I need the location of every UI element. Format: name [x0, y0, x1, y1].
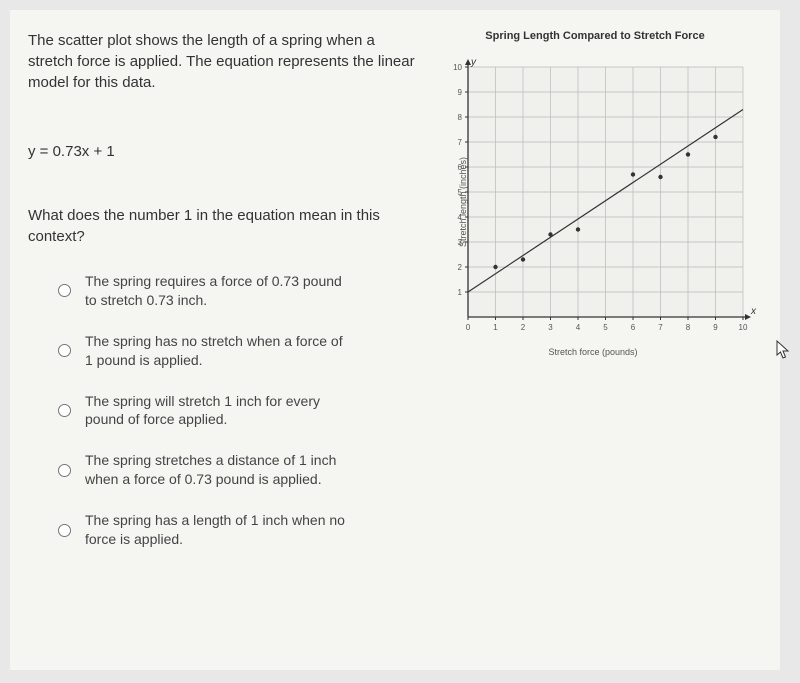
svg-text:x: x [750, 306, 757, 317]
option-2[interactable]: The spring will stretch 1 inch for every… [58, 392, 418, 430]
svg-text:2: 2 [521, 323, 526, 332]
y-axis-label: Stretch length (inches) [458, 157, 468, 247]
radio-0[interactable] [58, 284, 71, 297]
svg-text:5: 5 [603, 323, 608, 332]
svg-text:y: y [470, 57, 477, 68]
svg-text:3: 3 [548, 323, 553, 332]
svg-text:0: 0 [466, 323, 471, 332]
svg-text:9: 9 [458, 88, 463, 97]
radio-4[interactable] [58, 524, 71, 537]
svg-text:1: 1 [458, 288, 463, 297]
option-text-1: The spring has no stretch when a force o… [85, 332, 345, 370]
svg-text:8: 8 [686, 323, 691, 332]
intro-text: The scatter plot shows the length of a s… [28, 30, 418, 93]
option-0[interactable]: The spring requires a force of 0.73 poun… [58, 272, 418, 310]
chart-title: Spring Length Compared to Stretch Force [428, 30, 762, 42]
chart-column: Spring Length Compared to Stretch Force … [418, 30, 762, 352]
svg-text:4: 4 [576, 323, 581, 332]
option-1[interactable]: The spring has no stretch when a force o… [58, 332, 418, 370]
equation-text: y = 0.73x + 1 [28, 143, 418, 160]
svg-text:7: 7 [658, 323, 663, 332]
worksheet-page: The scatter plot shows the length of a s… [10, 10, 780, 670]
option-4[interactable]: The spring has a length of 1 inch when n… [58, 511, 418, 549]
option-text-3: The spring stretches a distance of 1 inc… [85, 451, 345, 489]
x-axis-label: Stretch force (pounds) [548, 347, 637, 357]
radio-1[interactable] [58, 344, 71, 357]
svg-text:8: 8 [458, 113, 463, 122]
content-row: The scatter plot shows the length of a s… [28, 30, 762, 571]
radio-2[interactable] [58, 404, 71, 417]
svg-text:9: 9 [713, 323, 718, 332]
chart-wrap: Stretch length (inches) 0123456789101234… [428, 52, 758, 352]
svg-text:10: 10 [739, 323, 748, 332]
svg-text:7: 7 [458, 138, 463, 147]
svg-text:6: 6 [631, 323, 636, 332]
options-list: The spring requires a force of 0.73 poun… [58, 272, 418, 549]
option-text-4: The spring has a length of 1 inch when n… [85, 511, 345, 549]
svg-text:10: 10 [453, 63, 462, 72]
svg-text:1: 1 [493, 323, 498, 332]
svg-text:2: 2 [458, 263, 463, 272]
scatter-chart: 01234567891012345678910yx [428, 52, 758, 352]
option-text-0: The spring requires a force of 0.73 poun… [85, 272, 345, 310]
radio-3[interactable] [58, 464, 71, 477]
option-text-2: The spring will stretch 1 inch for every… [85, 392, 345, 430]
text-column: The scatter plot shows the length of a s… [28, 30, 418, 571]
question-text: What does the number 1 in the equation m… [28, 205, 418, 247]
option-3[interactable]: The spring stretches a distance of 1 inc… [58, 451, 418, 489]
